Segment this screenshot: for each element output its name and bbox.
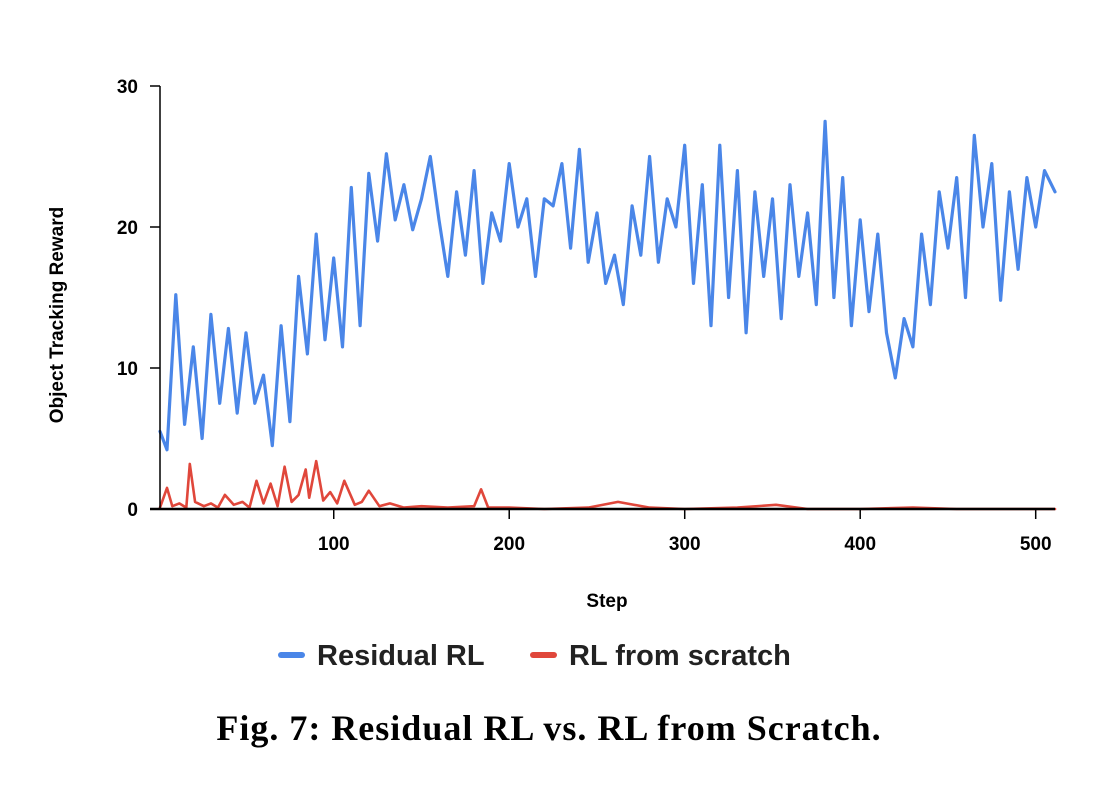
series-lines: [158, 119, 1057, 511]
axes: 0 10 20 30 100 200 300 400 500: [117, 77, 1055, 555]
y-tick-label: 0: [127, 500, 138, 521]
series-line-rl-from-scratch: [158, 459, 1057, 511]
y-axis-label: Object Tracking Reward: [47, 207, 68, 423]
series-line-residual-rl: [158, 119, 1057, 452]
legend: Residual RL RL from scratch: [278, 640, 791, 672]
x-tick-label: 200: [493, 534, 525, 555]
legend-label-residual-rl: Residual RL: [317, 640, 485, 672]
figure-caption: Fig. 7: Residual RL vs. RL from Scratch.: [216, 708, 881, 748]
x-tick-label: 300: [669, 534, 701, 555]
legend-label-rl-from-scratch: RL from scratch: [569, 640, 791, 672]
y-tick-label: 30: [117, 77, 138, 98]
x-tick-label: 100: [318, 534, 350, 555]
x-tick-label: 400: [844, 534, 876, 555]
y-tick-label: 10: [117, 359, 138, 380]
x-axis-label: Step: [586, 591, 627, 612]
x-tick-label: 500: [1020, 534, 1052, 555]
y-tick-label: 20: [117, 218, 138, 239]
